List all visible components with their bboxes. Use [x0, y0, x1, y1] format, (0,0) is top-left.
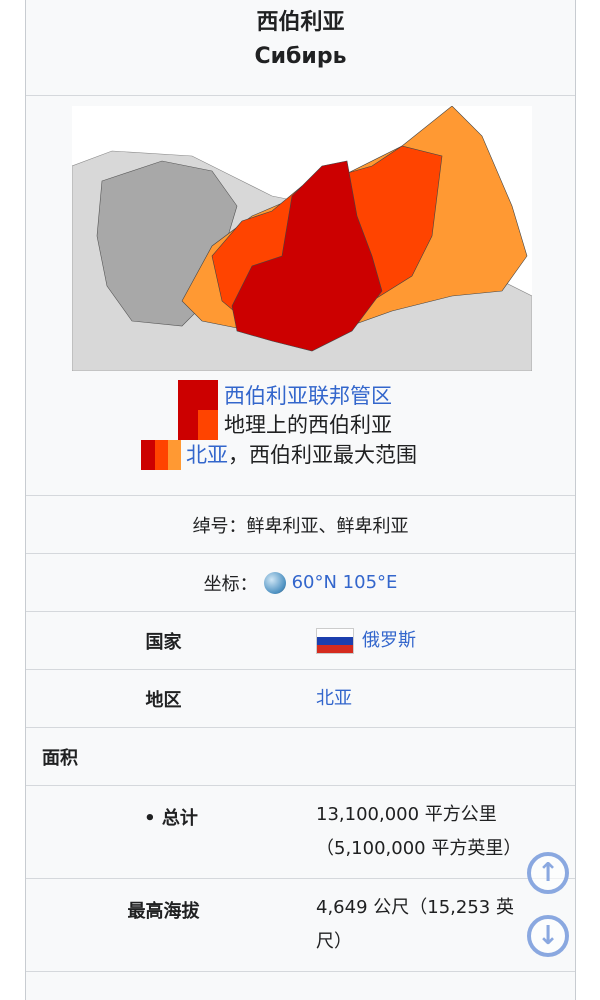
- scroll-up-button[interactable]: ↑: [527, 852, 569, 894]
- country-link[interactable]: 俄罗斯: [362, 630, 416, 651]
- map-section: 西伯利亚联邦管区 地理上的西伯利亚 北亚，西伯利亚最大范围: [26, 96, 575, 496]
- elevation-value-2: 尺）: [316, 931, 352, 952]
- total-area-label: • 总计: [144, 808, 198, 829]
- title-russian: Сибирь: [254, 44, 347, 69]
- title-chinese: 西伯利亚: [256, 10, 345, 35]
- coordinates-link[interactable]: 60°N 105°E: [291, 572, 398, 593]
- infobox: 西伯利亚 Сибирь 西伯利亚联邦管区 地理上的西伯利亚 北亚，西伯利亚最大范…: [25, 0, 576, 1000]
- nickname-row: 绰号：鲜卑利亚、鲜卑利亚: [26, 496, 575, 554]
- nickname-text: 绰号：鲜卑利亚、鲜卑利亚: [192, 515, 409, 537]
- russia-flag-icon: [316, 628, 354, 654]
- area-header-row: 面积: [26, 728, 575, 786]
- legend-swatch-geographic: [198, 410, 218, 440]
- region-row: 地区 北亚: [26, 670, 575, 728]
- map-federal-district: [231, 160, 383, 352]
- legend-north-asia-text: ，西伯利亚最大范围: [228, 443, 417, 467]
- arrow-up-icon: ↑: [537, 858, 559, 888]
- scroll-down-button[interactable]: ↓: [527, 915, 569, 957]
- legend-swatch-na-3: [168, 440, 181, 470]
- total-area-km: 13,100,000 平方公里: [316, 804, 497, 825]
- country-row: 国家 俄罗斯: [26, 612, 575, 670]
- total-area-row: • 总计 13,100,000 平方公里 （5,100,000 平方英里）: [26, 786, 575, 879]
- elevation-label: 最高海拔: [127, 901, 200, 922]
- legend-swatch-na-1: [141, 440, 155, 470]
- total-area-mi: （5,100,000 平方英里）: [316, 838, 522, 859]
- legend-swatch-na-2: [155, 440, 168, 470]
- arrow-down-icon: ↓: [537, 921, 559, 951]
- coordinates-row: 坐标： 60°N 105°E: [26, 554, 575, 612]
- legend-federal-district-link[interactable]: 西伯利亚联邦管区: [224, 384, 392, 408]
- siberia-map[interactable]: [72, 106, 532, 371]
- infobox-title: 西伯利亚 Сибирь: [26, 0, 575, 96]
- elevation-row: 最高海拔 4,649 公尺（15,253 英 尺）: [26, 879, 575, 972]
- coordinates-label: 坐标：: [203, 573, 258, 595]
- area-label: 面积: [42, 748, 78, 769]
- legend-north-asia-link[interactable]: 北亚: [186, 443, 228, 467]
- globe-icon[interactable]: [263, 571, 286, 594]
- region-label: 地区: [145, 690, 182, 711]
- elevation-value-1: 4,649 公尺（15,253 英: [316, 897, 514, 918]
- region-link[interactable]: 北亚: [316, 688, 352, 709]
- legend-geographic: 地理上的西伯利亚: [224, 413, 392, 437]
- country-label: 国家: [145, 632, 182, 653]
